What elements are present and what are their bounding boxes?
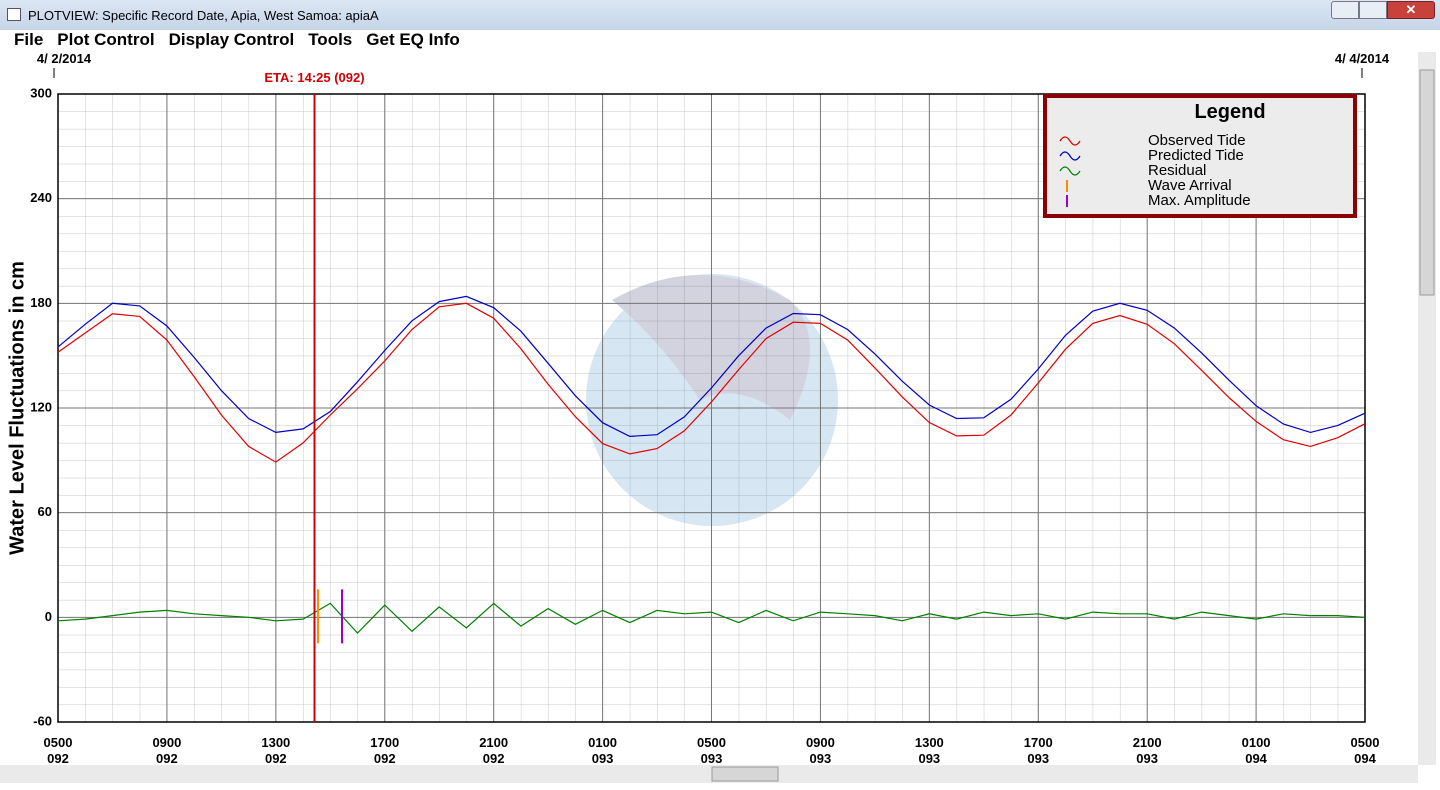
menu-item[interactable]: File xyxy=(14,30,44,49)
x-tick-label: 0500 092 xyxy=(43,735,73,766)
legend-swatch xyxy=(1059,166,1081,176)
close-button[interactable]: ✕ xyxy=(1387,1,1435,19)
menu-item[interactable]: Tools xyxy=(308,30,353,49)
y-tick-label: 60 xyxy=(38,504,52,519)
x-tick-label: 2100 093 xyxy=(1132,735,1162,766)
x-tick-label: 1700 093 xyxy=(1023,735,1053,766)
end-date: 4/ 4/2014 xyxy=(1335,51,1390,66)
x-tick-label: 0500 094 xyxy=(1350,735,1380,766)
y-tick-label: 180 xyxy=(30,295,52,310)
x-tick-label: 0900 093 xyxy=(805,735,835,766)
series-line xyxy=(57,602,1366,634)
y-tick-label: 0 xyxy=(45,609,52,624)
legend-title: Legend xyxy=(1194,101,1265,123)
legend-label: Wave Arrival xyxy=(1148,177,1232,194)
app-icon xyxy=(7,8,21,21)
legend-label: Observed Tide xyxy=(1148,132,1246,149)
series-line xyxy=(57,295,1366,438)
legend-label: Predicted Tide xyxy=(1148,147,1244,164)
legend-swatch xyxy=(1059,136,1081,146)
y-tick-label: 240 xyxy=(30,190,52,205)
x-tick-label: 0500 093 xyxy=(697,735,726,766)
y-tick-label: 300 xyxy=(30,85,52,100)
legend-label: Residual xyxy=(1148,162,1206,179)
y-tick-label: -60 xyxy=(33,713,52,728)
legend-swatch xyxy=(1059,151,1081,161)
x-tick-label: 1300 092 xyxy=(261,735,291,766)
x-tick-label: 2100 092 xyxy=(479,735,509,766)
scroll-thumb[interactable] xyxy=(711,766,779,782)
eta-label: ETA: 14:25 (092) xyxy=(264,70,364,85)
minimize-button[interactable] xyxy=(1331,1,1359,19)
series-line xyxy=(57,302,1366,463)
plot-frame xyxy=(57,93,1366,723)
title-bar: PLOTVIEW: Specific Record Date, Apia, We… xyxy=(0,0,1440,30)
menu-item[interactable]: Display Control xyxy=(168,30,295,49)
menu-bar: File Plot Control Display Control Tools Get … xyxy=(0,30,1440,52)
x-tick-label: 0900 092 xyxy=(152,735,182,766)
window-title: PLOTVIEW: Specific Record Date, Apia, We… xyxy=(28,8,379,23)
x-tick-label: 0100 093 xyxy=(588,735,618,766)
x-tick-label: 1300 093 xyxy=(914,735,944,766)
legend-label: Max. Amplitude xyxy=(1148,192,1251,209)
maximize-button[interactable] xyxy=(1359,1,1387,19)
x-tick-label: 0100 094 xyxy=(1241,735,1271,766)
x-tick-label: 1700 092 xyxy=(370,735,400,766)
menu-item[interactable]: Get EQ Info xyxy=(366,30,460,49)
horizontal-scrollbar[interactable] xyxy=(0,765,1418,783)
scroll-thumb[interactable] xyxy=(1419,69,1435,296)
y-tick-label: 120 xyxy=(30,399,52,414)
start-date: 4/ 2/2014 xyxy=(37,51,92,66)
menu-item[interactable]: Plot Control xyxy=(57,30,155,49)
legend-box xyxy=(1043,94,1357,218)
y-axis-label: Water Level Fluctuations in cm xyxy=(6,261,28,555)
window-buttons: ✕ xyxy=(1331,1,1435,19)
